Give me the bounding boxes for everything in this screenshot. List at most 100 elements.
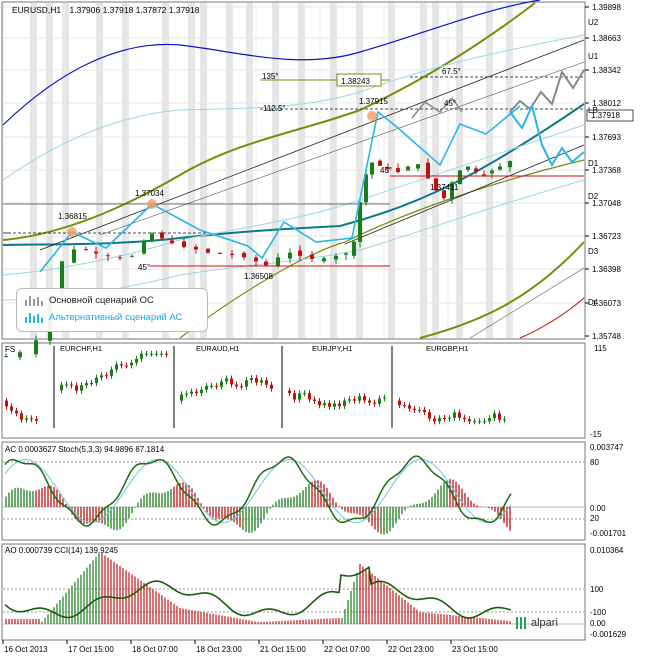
candle (160, 230, 164, 241)
candle (334, 253, 338, 264)
ac-axis-label: 0.00 (590, 504, 606, 513)
fx-body (423, 409, 426, 413)
time-axis-label: 21 Oct 15:00 (260, 645, 306, 654)
fx-body (413, 408, 416, 411)
candle (130, 254, 134, 258)
time-axis-label: 22 Oct 23:00 (388, 645, 434, 654)
alt-scenario-path (509, 103, 585, 168)
fx-body (65, 384, 68, 386)
ac-header: AC 0.0003627 Stoch(5,3,3) 94.9896 87.181… (5, 445, 165, 454)
main-scenario-history (411, 96, 463, 119)
candle-body (242, 252, 246, 258)
candle (370, 161, 374, 179)
candle-body (458, 170, 462, 185)
fx-body (478, 421, 481, 423)
candle (84, 246, 88, 251)
fx-body (373, 402, 376, 404)
scenario-legend: Основной сценарий ОС Альтернативный сцен… (16, 288, 208, 332)
trend-line-upper (39, 39, 585, 251)
olive-lower-band-inner (179, 159, 585, 339)
fx-body (503, 419, 506, 421)
red-lower-envelope (519, 297, 585, 339)
candle-body (482, 174, 486, 176)
candle (344, 251, 348, 260)
time-axis-label: 18 Oct 23:00 (196, 645, 242, 654)
fx-body (448, 417, 451, 419)
candle-body (386, 167, 390, 169)
symbol-label: EURUSD,H1 (12, 5, 62, 15)
fx-body (75, 385, 78, 391)
fx-body (235, 384, 238, 387)
candle (396, 163, 400, 174)
fx-body (318, 400, 321, 406)
angle-135-label: 135° (262, 72, 279, 81)
olive-upper-band (2, 2, 536, 241)
angle-675-label: 67.5° (442, 67, 461, 76)
candle (490, 168, 494, 179)
candle (466, 166, 470, 173)
candle-body (206, 248, 210, 253)
fx-body (313, 399, 316, 401)
candle (34, 335, 38, 358)
fx-body (230, 378, 233, 385)
price-axis-label: 1.39898 (592, 3, 621, 12)
candle-body (60, 261, 64, 297)
blue-bars-icon (25, 312, 45, 323)
price-axis-label: 1.37368 (592, 166, 621, 175)
level-label-d1: D1 (588, 159, 599, 168)
candle (4, 353, 8, 358)
fx-body (225, 378, 228, 382)
price-axis-label: 1.36398 (592, 265, 621, 274)
candle-body (310, 254, 314, 259)
fx-body (220, 381, 223, 387)
candle-body (130, 255, 134, 257)
price-axis-label: 1.38012 (592, 99, 621, 108)
level-label-u2: U2 (588, 18, 599, 27)
fx-header: FS (5, 345, 16, 354)
fx-body (265, 380, 268, 385)
candle-body (396, 168, 400, 173)
candle (352, 239, 356, 260)
legend-alt-scenario[interactable]: Альтернативный сценарий АС (25, 312, 182, 323)
candle (72, 245, 76, 264)
fx-body (353, 399, 356, 401)
fx-body (180, 394, 183, 401)
angle-45c-label: 45° (138, 263, 150, 272)
price-e-label: 1.36508 (244, 272, 273, 281)
fx-body (130, 362, 133, 366)
light-band-upper (2, 34, 585, 181)
fx-body (10, 406, 13, 411)
candle (364, 169, 368, 206)
fx-body (215, 385, 218, 387)
candle (18, 349, 22, 361)
legend-main-scenario[interactable]: Основной сценарий ОС (25, 295, 154, 306)
fx-body (150, 353, 153, 355)
fx-body (438, 417, 441, 422)
candle-body (160, 232, 164, 239)
candle (150, 231, 154, 243)
legend-alt-label: Альтернативный сценарий АС (49, 312, 183, 323)
time-axis-label: 16 Oct 2013 (4, 645, 48, 654)
candle-body (84, 249, 88, 251)
candle (142, 239, 146, 255)
fx-body (270, 384, 273, 389)
candle-body (442, 190, 446, 199)
candle-body (170, 240, 174, 244)
stoch-main-line (4, 455, 512, 527)
fx-body (200, 389, 203, 394)
fx-body (298, 393, 301, 400)
candle-body (288, 252, 292, 259)
fx-body (25, 418, 28, 420)
fx-body (195, 391, 198, 394)
fx-body (190, 391, 193, 394)
fx-body (473, 421, 476, 423)
fx-body (333, 403, 336, 407)
fx-body (468, 419, 471, 422)
fx-body (293, 393, 296, 400)
angle-45b-label: 45° (380, 166, 392, 175)
price-axis-label: 1.38663 (592, 34, 621, 43)
candle (378, 159, 382, 166)
level-label-lb: LB (588, 106, 598, 115)
zigzag-line (39, 105, 521, 273)
fx-body (165, 353, 168, 355)
